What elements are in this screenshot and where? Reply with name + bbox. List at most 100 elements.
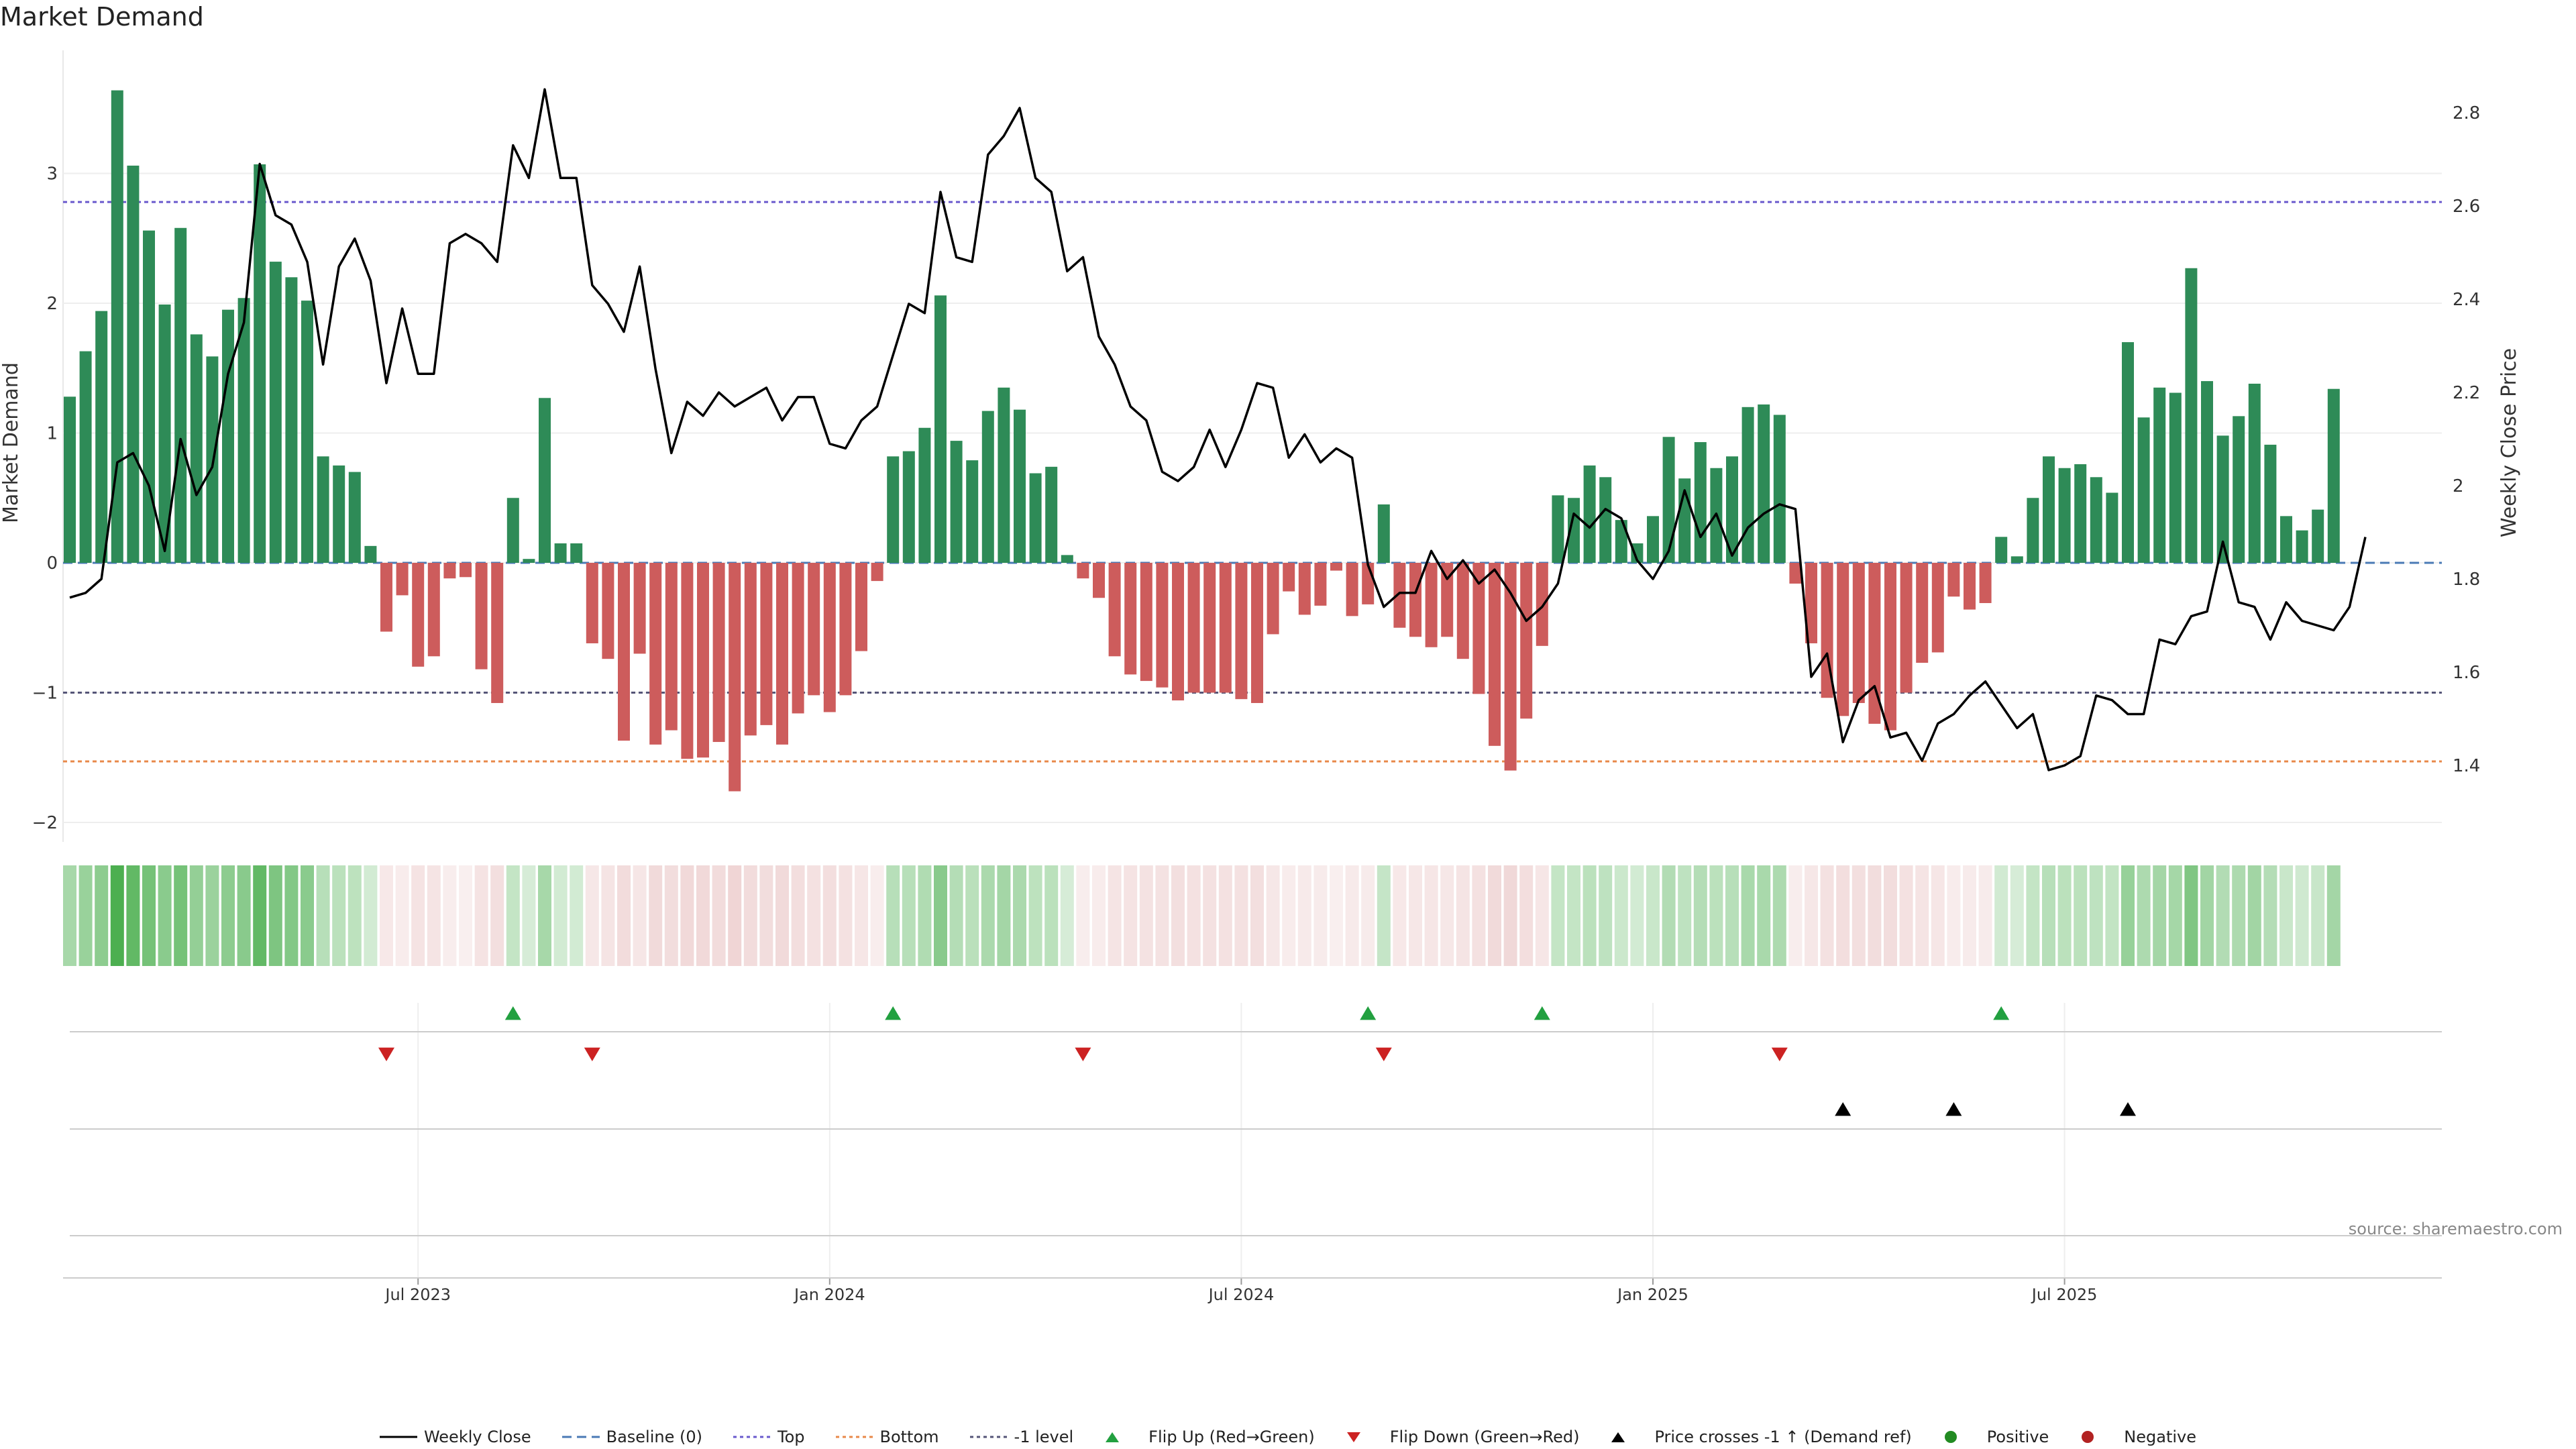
heat-cell [1250,865,1264,966]
demand-bar [2137,417,2150,563]
heat-cell [728,865,742,966]
demand-bar [1219,563,1232,693]
heat-cell [1772,865,1786,966]
heat-cell [1693,865,1707,966]
heat-cell [1519,865,1534,966]
flip-down-marker [584,1047,600,1061]
heat-cell [332,865,346,966]
heat-cell [1851,865,1866,966]
flip-up-marker [504,1006,521,1020]
heat-cell [1915,865,1929,966]
demand-bar [981,411,994,563]
demand-bar [2233,416,2245,563]
demand-bar [1789,563,1802,584]
heat-cell [807,865,821,966]
heat-cell [2184,865,2198,966]
heat-cell [1076,865,1090,966]
demand-bar [1093,563,1105,598]
heat-cell [1155,865,1169,966]
heat-cell [1757,865,1771,966]
demand-bar [333,465,345,563]
demand-bar [998,387,1010,563]
heat-cell [347,865,362,966]
flip-up-marker [885,1006,902,1020]
legend-label: Positive [1986,1428,2049,1446]
demand-bar [1964,563,1976,610]
legend-label: Baseline (0) [606,1428,702,1446]
heat-cell [2026,865,2040,966]
demand-bar [1583,465,1596,563]
demand-bar [506,498,519,563]
demand-bar [823,563,836,712]
demand-bar [2058,468,2071,563]
heat-cell [2105,865,2119,966]
heat-cell [284,865,299,966]
heat-cell [1060,865,1074,966]
right-axis-title: Weekly Close Price [2498,348,2521,537]
heat-cell [2153,865,2167,966]
dot-icon [1944,1431,1957,1443]
demand-bar [649,563,662,745]
demand-bar [2264,444,2277,563]
demand-bar [443,563,456,579]
heat-cell [633,865,647,966]
demand-bar [127,165,140,563]
demand-bar [1868,563,1881,724]
heat-cell [490,865,504,966]
heat-cell [822,865,837,966]
demand-bar [475,563,488,669]
demand-bar [460,563,472,578]
heat-cell [268,865,282,966]
heat-cell [2010,865,2024,966]
heat-cell [1582,865,1597,966]
heat-cell [538,865,551,966]
heat-cell [1646,865,1660,966]
demand-bar [1694,442,1707,563]
legend-label: Flip Down (Green→Red) [1389,1428,1580,1446]
demand-bar [1615,520,1627,563]
heat-cell [301,865,314,966]
demand-bar [2090,477,2102,563]
price-cross-marker [1945,1102,1962,1116]
demand-bar [254,164,266,563]
demand-bar [491,563,504,703]
legend-label: Negative [2124,1428,2197,1446]
heat-cell [316,865,330,966]
demand-bar [808,563,820,696]
demand-bar [1552,495,1564,563]
demand-bar [729,563,741,792]
demand-bar [285,277,298,563]
legend-label: Flip Up (Red→Green) [1148,1428,1315,1446]
demand-bar [158,304,171,563]
demand-bar [2248,383,2261,563]
left-tick-label: 3 [46,164,58,184]
heat-cell [553,865,568,966]
heat-cell [253,865,267,966]
demand-heat-strip [63,865,2341,966]
heat-cell [1599,865,1613,966]
demand-bar [1267,563,1279,635]
heat-cell [1535,865,1549,966]
demand-bar [1377,504,1390,563]
demand-bar [2201,381,2213,563]
right-tick-label: 1.6 [2453,663,2480,683]
heat-cell [1805,865,1818,966]
heat-cell [775,865,789,966]
heat-cell [380,865,393,966]
demand-bar [1203,563,1216,693]
demand-bar [1061,555,1073,563]
demand-bar [380,563,392,632]
demand-bar [317,456,329,563]
legend-label: Price crosses -1 ↑ (Demand ref) [1654,1428,1912,1446]
demand-bar [2312,509,2324,563]
heat-cell [617,865,631,966]
legend-bottom: Bottom [835,1428,939,1446]
demand-bar [1456,563,1469,659]
heat-cell [949,865,963,966]
heat-cell [1361,865,1375,966]
heat-cell [981,865,995,966]
heat-cell [1820,865,1834,966]
demand-bar [1283,563,1295,592]
heat-cell [839,865,853,966]
demand-bar [2153,387,2166,563]
